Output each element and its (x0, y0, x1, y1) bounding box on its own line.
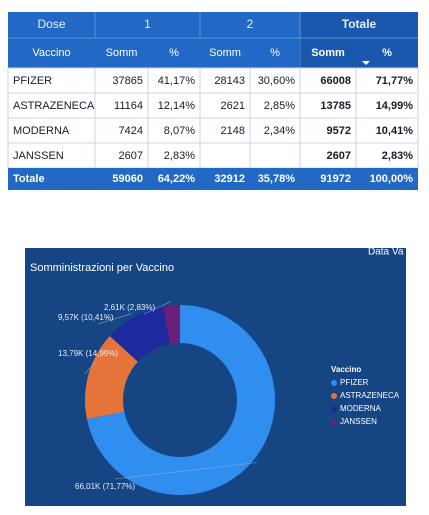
legend-swatch (331, 419, 337, 425)
header-cell: 2 (247, 17, 254, 31)
table-cell-text: 35,78% (258, 173, 296, 185)
chart-title: Somministrazioni per Vaccino (30, 262, 174, 274)
table-cell-text: Vaccino (32, 47, 70, 59)
header-cell: 1 (144, 17, 151, 31)
table-cell-text: Somm (311, 47, 345, 59)
table-cell-text: 13785 (320, 100, 351, 112)
donut-slice (85, 336, 138, 420)
table-cell-text: % (169, 47, 179, 59)
table-cell-text: ASTRAZENECA (13, 100, 95, 112)
legend-label: JANSSEN (340, 417, 377, 426)
table-cell-text: Somm (106, 47, 138, 59)
legend-label: ASTRAZENECA (340, 391, 400, 400)
table-cell-text: 8,07% (164, 125, 195, 137)
table-cell-text: 2607 (327, 150, 351, 162)
donut-slice (163, 305, 180, 344)
leader-line (114, 462, 257, 480)
table-cell-text: 28143 (214, 75, 245, 87)
table-cell-text: 59060 (112, 173, 143, 185)
annotation: Data Va (368, 247, 404, 258)
leader-line (84, 359, 99, 375)
table-cell-text: Somm (209, 47, 241, 59)
header-cell: Totale (342, 17, 377, 31)
table-cell-text: 12,14% (158, 100, 196, 112)
donut-slice (86, 305, 276, 495)
table-cell-text: 2,34% (264, 125, 295, 137)
table-cell-text: PFIZER (13, 75, 52, 87)
table-cell-text: 14,99% (376, 100, 414, 112)
table-cell-text: 10,41% (376, 125, 414, 137)
total-row (8, 168, 418, 190)
leader-line (143, 301, 172, 315)
legend-title: Vaccino (331, 365, 361, 374)
data-label: 13,79K (14,99%) (58, 349, 118, 358)
table-cell-text: 2,83% (164, 150, 195, 162)
table-cell-text: 41,17% (158, 75, 196, 87)
legend-swatch (331, 406, 337, 412)
table-cell-text: 91972 (320, 173, 351, 185)
table-cell-text: 2,83% (382, 150, 413, 162)
table-cell-text: 66008 (320, 75, 351, 87)
table-row (7, 67, 419, 94)
data-label: 9,57K (10,41%) (58, 313, 114, 322)
table-cell-text: 2148 (221, 125, 245, 137)
leader-line (97, 313, 133, 325)
table-cell-text: 100,00% (370, 173, 414, 185)
table-cell-text: MODERNA (13, 125, 70, 137)
data-label: 2,61K (2,83%) (104, 303, 155, 312)
table-cell-text: % (270, 47, 280, 59)
table-cell-text: 2621 (221, 100, 245, 112)
table-cell-text: 7424 (119, 125, 143, 137)
table-cell-text: 9572 (327, 125, 351, 137)
table-cell-text: 37865 (112, 75, 143, 87)
donut-slice (109, 306, 170, 362)
header-row (8, 38, 300, 68)
header-cell: Dose (37, 17, 65, 31)
table-cell-text: 32912 (214, 173, 245, 185)
legend-label: PFIZER (340, 378, 369, 387)
sort-icon (362, 61, 370, 65)
table-cell-text: 71,77% (376, 75, 414, 87)
legend-label: MODERNA (340, 404, 382, 413)
table-row (7, 117, 419, 144)
data-label: 66,01K (71,77%) (75, 482, 135, 491)
table-cell-text: % (382, 47, 392, 59)
table-cell-text: 64,22% (158, 173, 196, 185)
table-cell-text: 2,85% (264, 100, 295, 112)
header-total (300, 12, 418, 68)
table-cell-text: 30,60% (258, 75, 296, 87)
table-cell-text: 2607 (119, 150, 143, 162)
table-cell-text: 11164 (114, 100, 143, 112)
table-row (7, 92, 419, 119)
legend-swatch (331, 380, 337, 386)
table-cell-text: Totale (13, 173, 45, 185)
table-cell-text: JANSSEN (13, 150, 64, 162)
legend-swatch (331, 393, 337, 399)
